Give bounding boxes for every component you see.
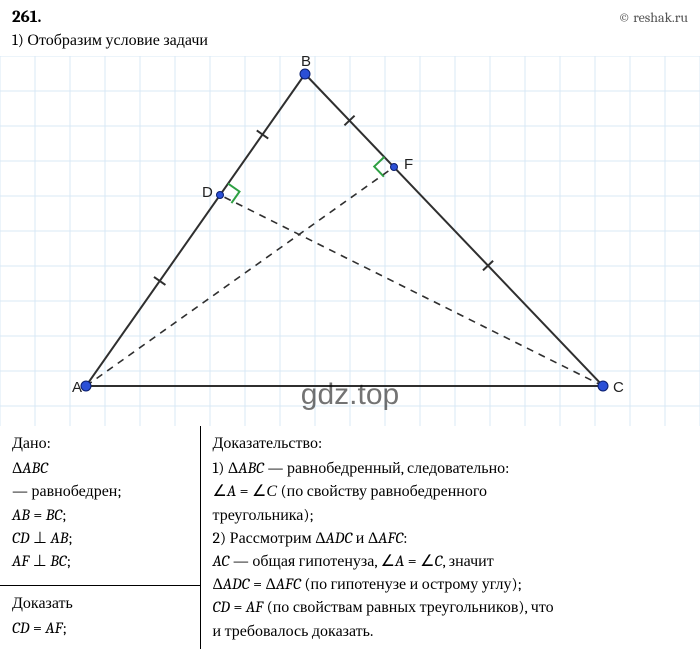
diagram-container: ABCDF gdz.top	[0, 56, 700, 426]
proof-title: Доказательство:	[213, 432, 691, 455]
text-line: AC — общая гипотенуза, ∠A = ∠C, значит	[213, 550, 691, 573]
text-line: и требовалось доказать.	[213, 620, 691, 643]
svg-text:C: C	[613, 379, 624, 396]
given-cell: Дано: ΔABC— равнобедрен;AB = BC;CD ⊥ AB;…	[0, 426, 200, 585]
prove-lines: CD = AF;	[12, 617, 190, 640]
given-title: Дано:	[12, 432, 190, 455]
svg-text:B: B	[301, 56, 311, 70]
text-line: 1) ΔABC — равнобедренный, следовательно:	[213, 457, 691, 480]
text-line: AF ⊥ BC;	[12, 550, 190, 573]
text-line: AB = BC;	[12, 504, 190, 527]
svg-text:F: F	[404, 156, 413, 173]
text-line: ∠A = ∠С (по свойству равнобедренного	[213, 480, 691, 503]
proof-table: Дано: ΔABC— равнобедрен;AB = BC;CD ⊥ AB;…	[0, 426, 700, 649]
triangle-diagram: A B C D F	[0, 56, 700, 426]
proof-lines: 1) ΔABC — равнобедренный, следовательно:…	[213, 457, 691, 643]
given-lines: ΔABC— равнобедрен;AB = BC;CD ⊥ AB;AF ⊥ B…	[12, 457, 190, 573]
proof-cell: Доказательство: 1) ΔABC — равнобедренный…	[200, 426, 700, 649]
text-line: CD = AF;	[12, 617, 190, 640]
text-line: ΔADC = ΔAFC (по гипотенузе и острому угл…	[213, 573, 691, 596]
page-header: 261. © reshak.ru	[0, 0, 700, 31]
problem-number: 261.	[12, 8, 41, 27]
prove-cell: Доказать CD = AF;	[0, 585, 200, 648]
svg-text:A: A	[72, 379, 82, 396]
text-line: CD ⊥ AB;	[12, 527, 190, 550]
text-line: 2) Рассмотрим ΔADC и ΔAFC:	[213, 527, 691, 550]
svg-text:D: D	[202, 184, 213, 201]
text-line: CD = AF (по свойствам равных треугольник…	[213, 596, 691, 619]
text-line: — равнобедрен;	[12, 480, 190, 503]
step-line: 1) Отобразим условие задачи	[0, 31, 700, 56]
copyright: © reshak.ru	[618, 9, 688, 26]
prove-title: Доказать	[12, 592, 190, 615]
text-line: треугольника);	[213, 504, 691, 527]
text-line: ΔABC	[12, 457, 190, 480]
